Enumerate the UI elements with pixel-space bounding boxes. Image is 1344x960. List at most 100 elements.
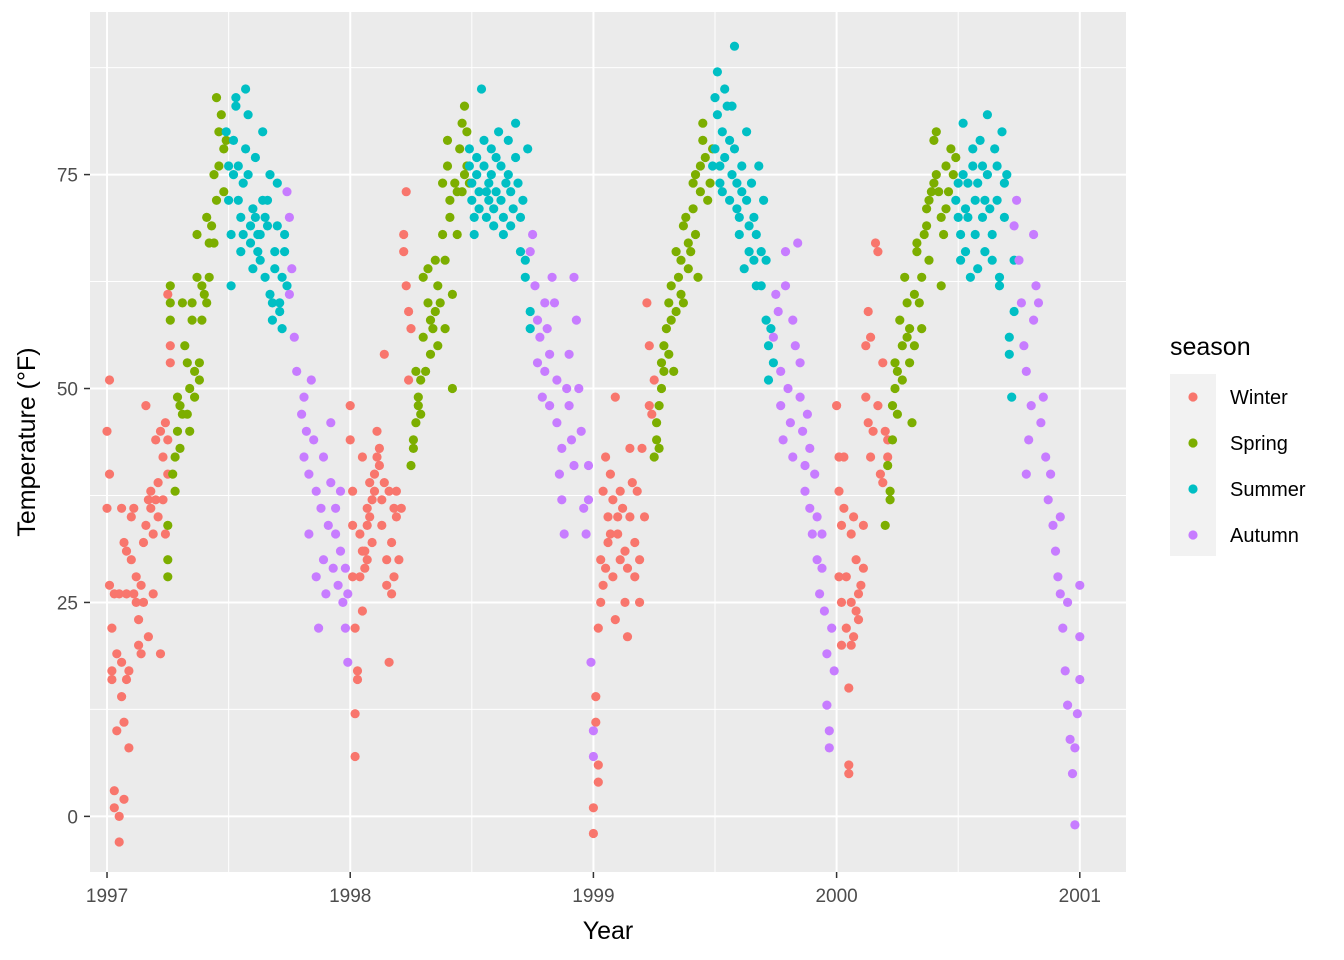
data-point-spring <box>671 247 681 257</box>
data-point-summer <box>250 152 260 163</box>
data-point-winter <box>155 649 166 659</box>
data-point-winter <box>858 520 869 531</box>
data-point-summer <box>970 195 980 205</box>
data-point-winter <box>598 486 608 496</box>
data-point-spring <box>917 272 927 282</box>
data-point-spring <box>695 161 706 171</box>
data-point-spring <box>202 212 212 222</box>
data-point-autumn <box>1021 469 1031 479</box>
data-point-autumn <box>579 503 589 513</box>
data-point-spring <box>939 229 949 240</box>
data-point-winter <box>367 495 377 505</box>
data-point-spring <box>194 375 204 385</box>
data-point-winter <box>345 401 355 411</box>
data-point-autumn <box>569 272 579 282</box>
data-point-winter <box>615 486 625 496</box>
data-point-spring <box>435 298 445 308</box>
data-point-autumn <box>798 426 808 436</box>
data-point-spring <box>425 315 436 325</box>
data-point-winter <box>345 435 355 445</box>
data-point-winter <box>112 726 122 736</box>
data-point-summer <box>467 195 477 205</box>
data-point-spring <box>905 324 915 334</box>
data-point-summer <box>963 212 973 222</box>
data-point-winter <box>630 572 640 582</box>
data-point-summer <box>973 264 983 274</box>
data-point-winter <box>367 537 377 548</box>
data-point-autumn <box>1046 469 1056 479</box>
data-point-summer <box>265 170 275 180</box>
data-point-summer <box>761 315 771 325</box>
data-point-winter <box>639 512 650 522</box>
data-point-spring <box>442 161 453 171</box>
data-point-winter <box>121 546 132 556</box>
data-point-autumn <box>545 401 555 411</box>
data-point-winter <box>844 683 854 693</box>
data-point-summer <box>231 101 241 111</box>
data-point-spring <box>909 341 920 351</box>
data-point-spring <box>433 341 443 351</box>
data-point-summer <box>503 135 513 145</box>
data-point-autumn <box>822 649 832 659</box>
legend-label-spring: Spring <box>1230 433 1288 455</box>
data-point-spring <box>919 229 929 240</box>
data-point-winter <box>613 512 623 522</box>
data-point-autumn <box>318 555 329 565</box>
data-point-winter <box>117 657 127 667</box>
data-point-winter <box>114 837 124 847</box>
data-point-winter <box>352 674 363 685</box>
data-point-summer <box>520 255 530 265</box>
data-point-autumn <box>815 589 825 599</box>
data-point-summer <box>486 170 496 180</box>
data-point-spring <box>172 392 183 402</box>
data-point-spring <box>943 187 954 197</box>
data-point-spring <box>211 93 222 103</box>
data-point-winter <box>391 512 401 522</box>
data-point-spring <box>421 366 431 376</box>
data-point-spring <box>936 281 946 291</box>
data-point-summer <box>472 152 482 163</box>
data-point-summer <box>228 135 239 145</box>
data-point-winter <box>593 623 603 633</box>
data-point-summer <box>977 161 988 171</box>
data-point-autumn <box>552 418 562 428</box>
data-point-summer <box>708 161 718 171</box>
data-point-spring <box>406 460 416 471</box>
data-point-summer <box>965 272 976 282</box>
data-point-winter <box>372 426 382 436</box>
data-point-summer <box>727 101 737 111</box>
data-point-winter <box>109 786 119 796</box>
data-point-autumn <box>1075 580 1085 590</box>
data-point-autumn <box>1058 623 1068 633</box>
data-point-autumn <box>824 726 834 736</box>
data-point-summer <box>742 127 752 137</box>
data-point-spring <box>887 435 898 445</box>
data-point-summer <box>479 161 489 171</box>
data-point-winter <box>377 520 387 531</box>
data-point-spring <box>447 383 457 394</box>
data-point-winter <box>369 486 380 496</box>
data-point-winter <box>836 597 847 608</box>
data-point-winter <box>350 751 360 762</box>
data-point-spring <box>430 255 440 265</box>
data-point-summer <box>987 255 997 265</box>
data-point-winter <box>630 537 640 548</box>
data-point-autumn <box>304 469 314 479</box>
data-point-autumn <box>800 486 810 496</box>
data-point-winter <box>114 589 124 599</box>
data-point-summer <box>737 187 747 197</box>
data-point-spring <box>204 272 214 282</box>
data-point-autumn <box>309 435 319 445</box>
data-point-spring <box>929 135 939 145</box>
data-point-winter <box>588 803 599 813</box>
data-point-autumn <box>780 281 791 291</box>
data-point-summer <box>236 247 246 257</box>
data-point-summer <box>275 306 285 317</box>
data-point-spring <box>214 161 224 171</box>
data-point-winter <box>379 349 389 359</box>
data-point-autumn <box>321 589 331 599</box>
data-point-winter <box>861 392 871 402</box>
data-point-autumn <box>780 247 791 257</box>
data-point-autumn <box>540 298 550 308</box>
data-point-winter <box>846 640 856 650</box>
